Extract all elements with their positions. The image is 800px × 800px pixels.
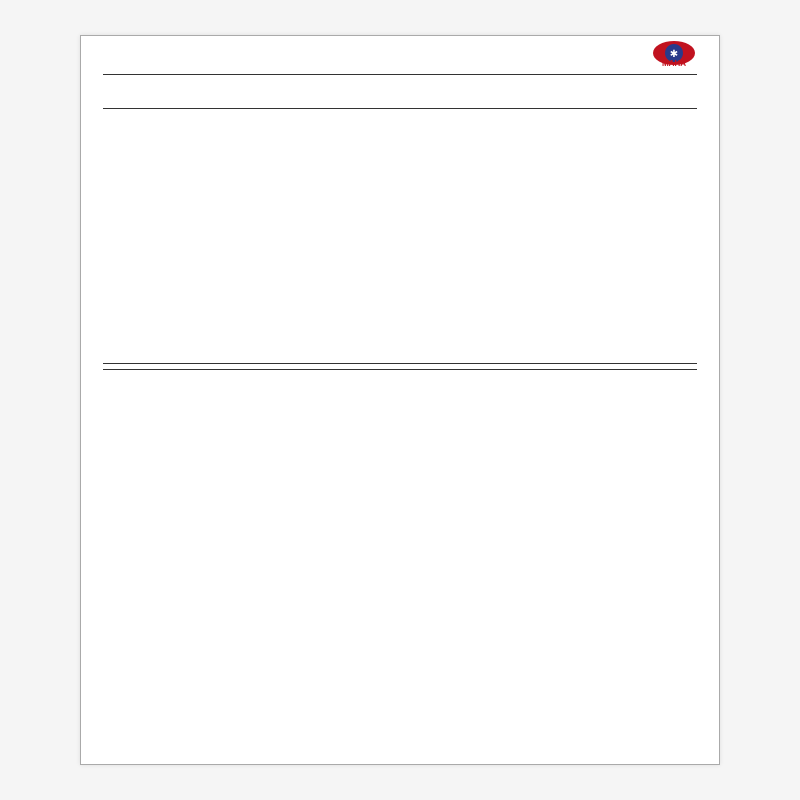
dyno-chart bbox=[103, 119, 697, 361]
report-sheet: ✱ MAHA bbox=[80, 35, 720, 765]
logo-icon: ✱ MAHA bbox=[651, 40, 697, 70]
svg-text:MAHA: MAHA bbox=[662, 59, 686, 68]
logo: ✱ MAHA bbox=[651, 40, 697, 71]
